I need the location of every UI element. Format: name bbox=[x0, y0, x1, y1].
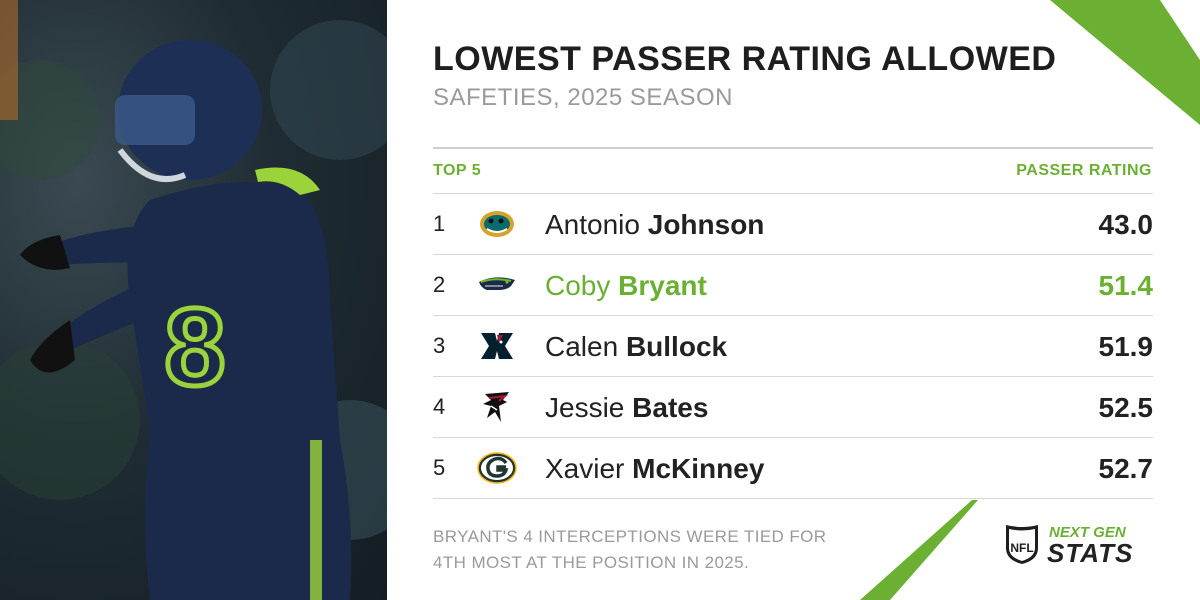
table-row: 5 Xavier McKinney 52.7 bbox=[433, 437, 1153, 499]
player-name: Antonio Johnson bbox=[545, 209, 764, 241]
rank-number: 1 bbox=[433, 211, 446, 236]
rating-column-header: PASSER RATING bbox=[1016, 162, 1152, 179]
passer-rating-value: 52.5 bbox=[1098, 392, 1154, 423]
nfl-shield-text: NFL bbox=[1010, 541, 1033, 555]
passer-rating-value: 52.7 bbox=[1098, 453, 1154, 484]
texans-logo-icon bbox=[481, 333, 513, 359]
next-gen-stats-logo: NFL NEXT GEN STATS bbox=[1003, 522, 1153, 568]
seahawks-logo-icon bbox=[479, 277, 515, 290]
rankings-table: 1 Antonio Johnson 43.0 2 Coby Bryant 51.… bbox=[433, 193, 1153, 499]
passer-rating-value: 51.9 bbox=[1098, 331, 1154, 362]
jaguars-logo-icon bbox=[480, 211, 514, 237]
rank-column-header: TOP 5 bbox=[433, 162, 482, 179]
footnote: BRYANT'S 4 INTERCEPTIONS WERE TIED FOR 4… bbox=[433, 527, 827, 572]
table-row: 3 Calen Bullock 51.9 bbox=[433, 315, 1153, 376]
player-last-name: Johnson bbox=[647, 209, 765, 240]
rank-number: 5 bbox=[433, 455, 446, 480]
table-row: 4 Jessie Bates 52.5 bbox=[433, 376, 1153, 437]
rank-number: 4 bbox=[433, 394, 446, 419]
player-illustration: 8 bbox=[0, 0, 387, 600]
nfl-shield-icon: NFL bbox=[1006, 525, 1038, 564]
page-title: LOWEST PASSER RATING ALLOWED bbox=[433, 40, 1057, 78]
player-name: Coby Bryant bbox=[545, 270, 707, 302]
falcons-logo-icon bbox=[483, 392, 509, 422]
player-last-name: Bullock bbox=[625, 331, 728, 362]
table-row: 1 Antonio Johnson 43.0 bbox=[433, 193, 1153, 254]
player-name: Calen Bullock bbox=[545, 331, 727, 363]
player-last-name: Bates bbox=[632, 392, 709, 423]
player-name: Xavier McKinney bbox=[545, 453, 764, 485]
brand-line-1: NEXT GEN bbox=[1049, 524, 1126, 541]
player-first-name: Calen bbox=[545, 331, 619, 362]
bottom-accent-slash bbox=[860, 500, 978, 600]
player-first-name: Coby bbox=[545, 270, 611, 301]
brand-line-2: STATS bbox=[1047, 538, 1134, 568]
player-name: Jessie Bates bbox=[545, 392, 708, 424]
jersey-number: 8 bbox=[164, 286, 225, 409]
passer-rating-value: 43.0 bbox=[1098, 209, 1154, 240]
page-subtitle: SAFETIES, 2025 SEASON bbox=[433, 84, 733, 111]
top-accent-slash bbox=[1050, 0, 1200, 125]
rank-number: 3 bbox=[433, 333, 446, 358]
passer-rating-value: 51.4 bbox=[1098, 270, 1154, 301]
player-first-name: Xavier bbox=[545, 453, 625, 484]
player-last-name: McKinney bbox=[632, 453, 765, 484]
packers-logo-icon bbox=[477, 452, 517, 484]
table-row: 2 Coby Bryant 51.4 bbox=[433, 254, 1153, 315]
player-last-name: Bryant bbox=[618, 270, 707, 301]
header-divider bbox=[433, 147, 1153, 149]
rank-number: 2 bbox=[433, 272, 446, 297]
player-photo: 8 bbox=[0, 0, 387, 600]
player-first-name: Antonio bbox=[545, 209, 640, 240]
player-first-name: Jessie bbox=[545, 392, 625, 423]
